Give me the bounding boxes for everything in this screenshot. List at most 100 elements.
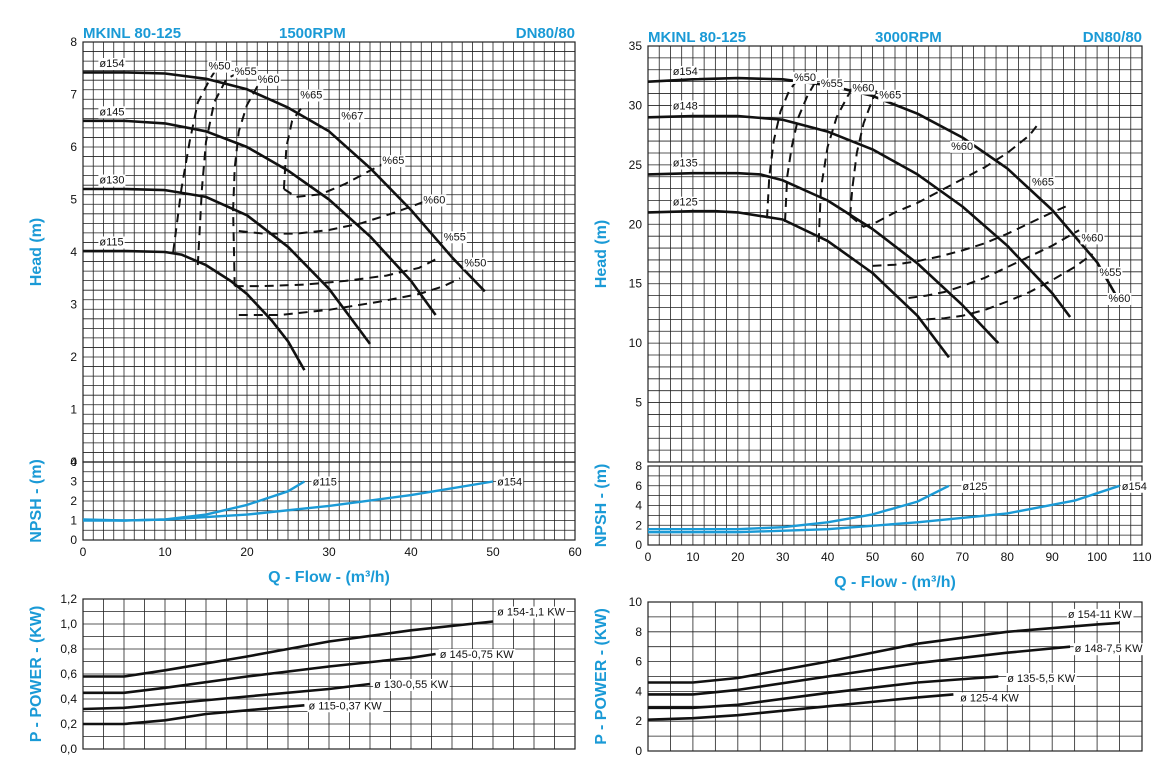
y-axis-label: P - POWER - (KW) — [593, 608, 610, 745]
y-tick-label: 4 — [70, 245, 77, 259]
x-tick-label: 20 — [240, 545, 254, 559]
curve-label-bg — [463, 257, 488, 270]
x-tick-label: 50 — [866, 550, 880, 564]
series-line-1 — [647, 114, 1072, 318]
chart-header-rpm: 3000RPM — [875, 29, 942, 46]
y-tick-label: 3 — [70, 475, 77, 489]
x-tick-label: 40 — [821, 550, 835, 564]
x-axis-label: Q - Flow - (m³/h) — [834, 574, 956, 591]
y-tick-label: 8 — [635, 459, 642, 473]
efficiency-curve-1 — [196, 73, 236, 266]
y-tick-label: 6 — [635, 655, 642, 669]
head-1500-panel: MKINL 80-125 1500RPM DN80/80 0 1 2 3 4 5 6 7 8 Head … — [28, 25, 576, 469]
y-tick-label: 4 — [635, 499, 642, 513]
curve-label: ø154 — [99, 58, 124, 70]
y-tick-label: 0,6 — [60, 667, 77, 681]
x-tick-label: 10 — [686, 550, 700, 564]
curve-label-bg — [878, 89, 903, 102]
x-tick-label: 0 — [645, 550, 652, 564]
curve-label-bg — [381, 155, 406, 168]
series-line-0 — [83, 620, 494, 678]
y-tick-label: 8 — [635, 625, 642, 639]
curve-label-bg — [311, 476, 338, 489]
x-tick-label: 70 — [956, 550, 970, 564]
y-tick-label: 0,8 — [60, 642, 77, 656]
curve-label-bg — [307, 700, 384, 713]
curve-label: %50 — [208, 61, 230, 73]
efficiency-curve-7 — [926, 253, 1094, 321]
efficiency-curve-3 — [849, 89, 878, 217]
x-tick-label: 100 — [1087, 550, 1107, 564]
series-line-0 — [648, 621, 1120, 684]
x-tick-label: 30 — [776, 550, 790, 564]
efficiency-curve-7 — [234, 256, 441, 288]
curve-label: ø125 — [673, 197, 698, 209]
curve-label-bg — [438, 649, 516, 661]
curve-label-bg — [961, 480, 989, 493]
x-tick-label: 10 — [158, 545, 172, 559]
curve-label: ø135 — [673, 157, 698, 169]
curve-label-bg — [98, 58, 126, 70]
curve-label: %55 — [235, 66, 257, 78]
x-tick-label: 60 — [568, 545, 582, 559]
efficiency-curve-5 — [283, 159, 391, 198]
curve-label-bg — [1120, 480, 1148, 493]
curve-label: %50 — [794, 72, 816, 84]
y-tick-label: 20 — [629, 217, 643, 231]
curve-label-bg — [98, 236, 125, 249]
y-tick-label: 25 — [629, 158, 643, 172]
curve-label-bg — [959, 692, 1021, 705]
y-tick-label: 30 — [629, 98, 643, 112]
y-tick-label: 5 — [70, 193, 77, 207]
y-tick-label: 1 — [70, 403, 77, 417]
chart-header-rpm: 1500RPM — [279, 25, 346, 42]
y-axis-label: Head (m) — [28, 218, 45, 286]
curve-label-bg — [851, 82, 876, 95]
efficiency-curve-2 — [232, 82, 261, 287]
x-tick-label: 40 — [404, 545, 418, 559]
series-line-1 — [83, 480, 494, 522]
curve-label-bg — [1030, 176, 1056, 189]
efficiency-curve-3 — [282, 103, 306, 190]
series-line-2 — [647, 171, 1000, 344]
y-axis-label: NPSH - (m) — [28, 459, 45, 543]
y-tick-label: 0 — [70, 533, 77, 547]
curve-label: %65 — [1032, 176, 1054, 188]
curve-label-bg — [671, 196, 699, 209]
curve-label: %50 — [464, 258, 486, 270]
curve-label: %55 — [444, 231, 466, 243]
y-tick-label: 4 — [635, 684, 642, 698]
series-line-3 — [83, 704, 305, 726]
curve-label-bg — [1098, 266, 1123, 279]
series-line-1 — [648, 645, 1071, 696]
curve-label-bg — [299, 89, 324, 102]
curve-label-bg — [98, 106, 126, 119]
curve-label-bg — [1080, 232, 1105, 245]
x-tick-label: 50 — [486, 545, 500, 559]
y-tick-label: 1,2 — [60, 592, 77, 606]
x-tick-label: 80 — [1001, 550, 1015, 564]
curve-label-bg — [1006, 672, 1077, 685]
x-tick-label: 60 — [911, 550, 925, 564]
y-tick-label: 2 — [70, 494, 77, 508]
curve-label-bg — [422, 194, 447, 207]
x-tick-label: 0 — [80, 545, 87, 559]
x-tick-label: 90 — [1046, 550, 1060, 564]
curve-label: ø115 — [99, 237, 123, 249]
curve-label: %55 — [1099, 267, 1121, 279]
curve-label: %55 — [821, 78, 843, 90]
power-3000-panel: 0 2 4 6 8 10 P - POWER - (KW) ø 154-11 KW ø 148-… — [593, 595, 1145, 758]
curve-label: ø 154-11 KW — [1068, 609, 1133, 621]
curve-label-bg — [373, 679, 450, 691]
y-tick-label: 2 — [635, 714, 642, 728]
y-tick-label: 5 — [635, 396, 642, 410]
curve-label: ø 135-5,5 KW — [1007, 673, 1075, 685]
y-tick-label: 8 — [70, 35, 77, 49]
curve-label-bg — [496, 476, 524, 489]
y-axis-label: NPSH - (m) — [593, 464, 610, 548]
curve-label: ø154 — [673, 66, 698, 78]
efficiency-curve-5 — [872, 205, 1067, 267]
curve-label: ø 130-0,55 KW — [374, 679, 449, 691]
y-tick-label: 10 — [629, 595, 643, 609]
